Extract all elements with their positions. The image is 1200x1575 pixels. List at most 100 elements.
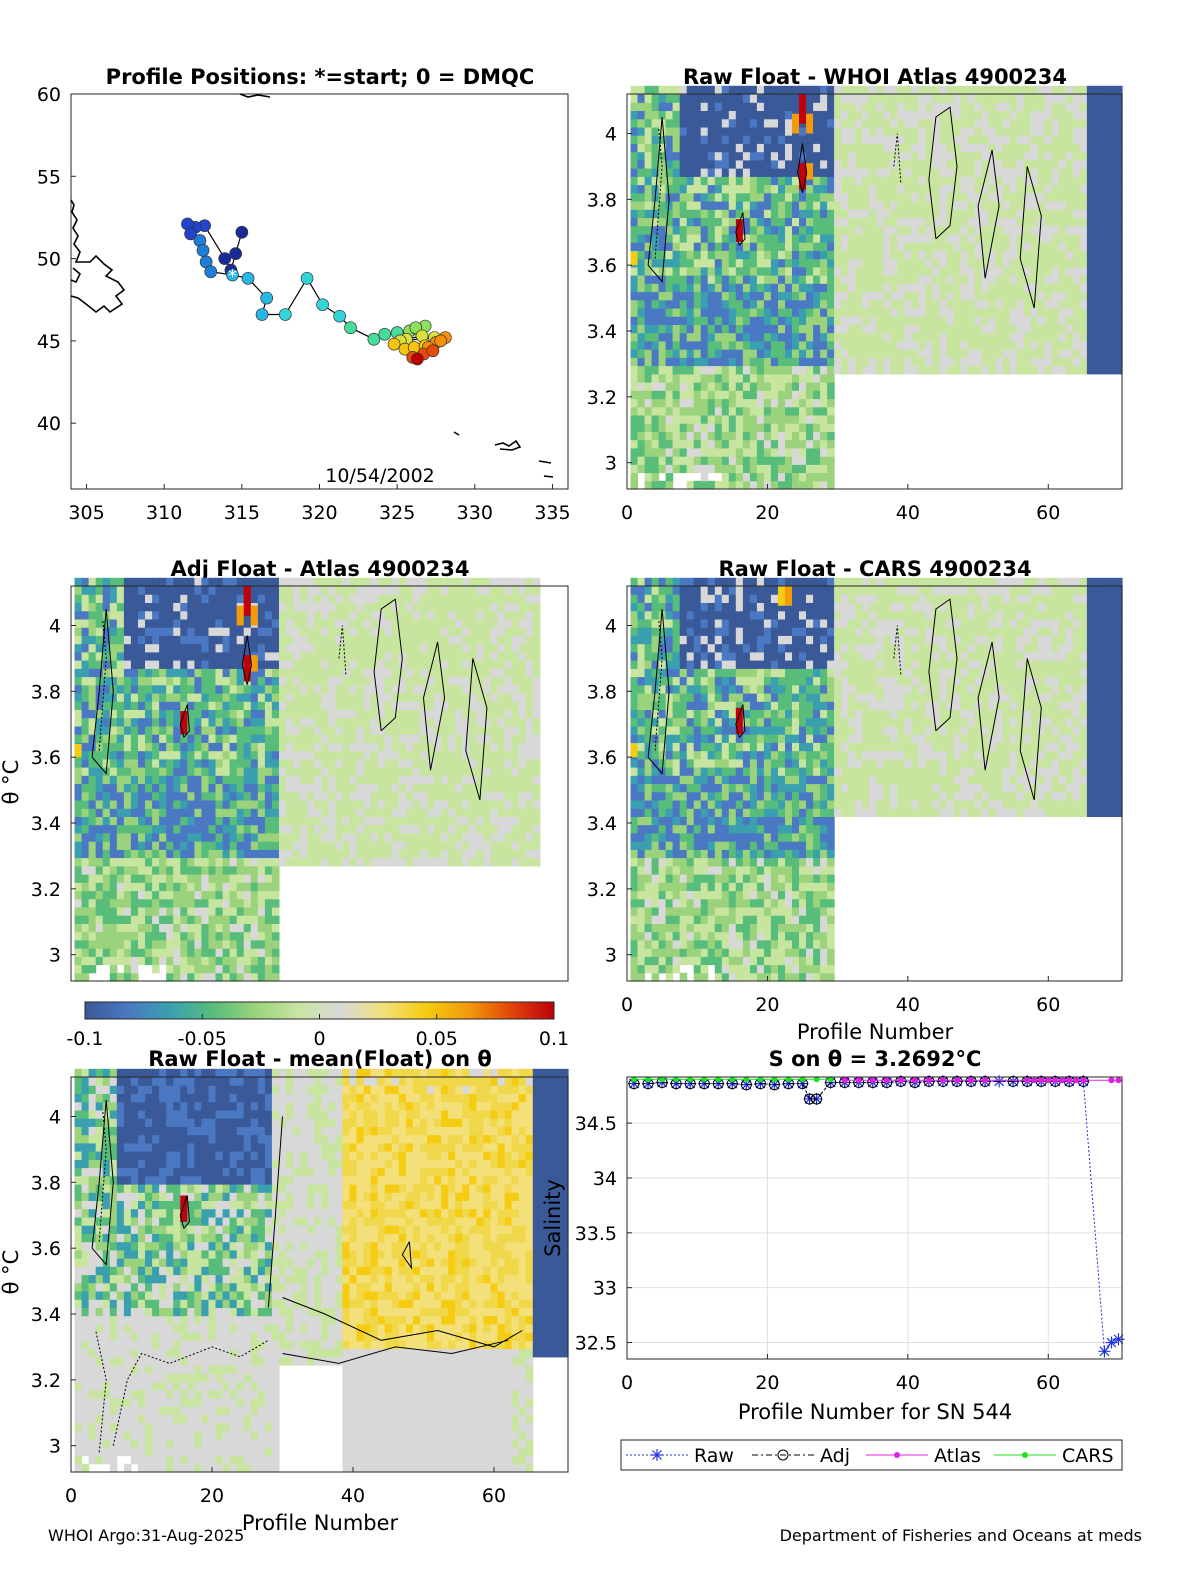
heatmap-cell bbox=[862, 266, 870, 276]
heatmap-cell bbox=[222, 783, 231, 793]
heatmap-cell bbox=[257, 791, 266, 801]
heatmap-cell bbox=[81, 775, 90, 785]
heatmap-cell bbox=[307, 816, 315, 826]
heatmap-cell bbox=[960, 283, 969, 293]
heatmap-cell bbox=[229, 660, 238, 669]
heatmap-cell bbox=[1037, 266, 1046, 276]
heatmap-cell bbox=[1079, 291, 1088, 301]
heatmap-cell bbox=[995, 233, 1004, 243]
heatmap-cell bbox=[370, 602, 379, 612]
heatmap-cell bbox=[342, 841, 350, 850]
heatmap-cell bbox=[95, 791, 104, 801]
heatmap-cell bbox=[714, 159, 723, 169]
heatmap-cell bbox=[250, 972, 259, 982]
heatmap-cell bbox=[102, 923, 111, 933]
heatmap-cell bbox=[939, 258, 947, 268]
heatmap-cell bbox=[820, 94, 828, 103]
heatmap-cell bbox=[1044, 201, 1053, 210]
heatmap-cell bbox=[953, 225, 962, 235]
heatmap-cell bbox=[862, 349, 870, 358]
track-point bbox=[196, 244, 210, 257]
heatmap-cell bbox=[763, 176, 772, 186]
heatmap-cell bbox=[735, 299, 744, 309]
heatmap-cell bbox=[257, 849, 266, 859]
heatmap-cell bbox=[229, 882, 238, 892]
heatmap-cell bbox=[693, 168, 702, 177]
heatmap-cell bbox=[820, 135, 828, 144]
heatmap-cell bbox=[869, 233, 877, 243]
heatmap-cell bbox=[229, 577, 238, 587]
heatmap-cell bbox=[876, 291, 884, 301]
heatmap-cell bbox=[279, 643, 287, 653]
heatmap-cell bbox=[1044, 316, 1053, 325]
heatmap-cell bbox=[714, 250, 723, 260]
heatmap-cell bbox=[1093, 258, 1102, 268]
heatmap-cell bbox=[1030, 233, 1039, 243]
heatmap-cell bbox=[293, 693, 301, 702]
heatmap-cell bbox=[145, 594, 153, 603]
heatmap-cell bbox=[377, 849, 386, 859]
heatmap-cell bbox=[679, 357, 688, 367]
heatmap-cell bbox=[123, 775, 132, 785]
heatmap-cell bbox=[95, 841, 104, 850]
heatmap-cell bbox=[855, 184, 863, 194]
heatmap-cell bbox=[123, 668, 132, 678]
heatmap-cell bbox=[644, 332, 653, 342]
heatmap-cell bbox=[700, 110, 709, 120]
heatmap-cell bbox=[81, 939, 90, 949]
contour-line bbox=[977, 149, 1000, 279]
heatmap-cell bbox=[138, 775, 146, 785]
x-tick-label: 60 bbox=[1036, 502, 1060, 524]
heatmap-cell bbox=[264, 824, 273, 834]
heatmap-cell bbox=[187, 849, 195, 859]
heatmap-cell bbox=[728, 382, 737, 391]
heatmap-cell bbox=[342, 684, 350, 694]
heatmap-cell bbox=[109, 865, 118, 875]
heatmap-cell bbox=[74, 906, 83, 916]
heatmap-cell bbox=[314, 701, 322, 710]
heatmap-cell bbox=[778, 398, 786, 408]
heatmap-cell bbox=[229, 808, 238, 817]
heatmap-cell bbox=[194, 684, 202, 694]
heatmap-cell bbox=[328, 643, 336, 653]
heatmap-cell bbox=[123, 832, 132, 842]
heatmap-cell bbox=[693, 390, 702, 400]
heatmap-cell bbox=[81, 643, 90, 653]
heatmap-cell bbox=[180, 775, 188, 785]
heatmap-cell bbox=[236, 898, 245, 908]
heatmap-cell bbox=[686, 324, 695, 334]
heatmap-cell bbox=[707, 456, 716, 465]
heatmap-cell bbox=[988, 217, 997, 227]
heatmap-cell bbox=[1100, 299, 1109, 309]
heatmap-cell bbox=[728, 414, 737, 424]
heatmap-cell bbox=[81, 841, 90, 850]
heatmap-cell bbox=[918, 258, 926, 268]
heatmap-cell bbox=[1065, 365, 1074, 375]
heatmap-cell bbox=[81, 717, 90, 727]
heatmap-cell bbox=[820, 324, 828, 334]
heatmap-cell bbox=[236, 800, 245, 809]
heatmap-cell bbox=[74, 964, 83, 974]
heatmap-cell bbox=[813, 332, 821, 342]
heatmap-cell bbox=[138, 923, 146, 933]
heatmap-cell bbox=[749, 85, 758, 95]
heatmap-cell bbox=[770, 168, 779, 177]
heatmap-cell bbox=[785, 373, 793, 383]
heatmap-cell bbox=[159, 610, 167, 620]
heatmap-cell bbox=[95, 577, 104, 587]
heatmap-cell bbox=[778, 151, 786, 161]
heatmap-cell bbox=[286, 775, 294, 785]
heatmap-cell bbox=[1115, 168, 1123, 177]
heatmap-cell bbox=[770, 250, 779, 260]
heatmap-cell bbox=[293, 660, 301, 669]
heatmap-cell bbox=[897, 308, 905, 317]
heatmap-cell bbox=[307, 791, 315, 801]
heatmap-cell bbox=[911, 299, 919, 309]
heatmap-cell bbox=[88, 956, 97, 966]
heatmap-cell bbox=[300, 693, 308, 702]
heatmap-cell bbox=[869, 118, 877, 128]
heatmap-cell bbox=[946, 159, 955, 169]
heatmap-cell bbox=[763, 258, 772, 268]
heatmap-cell bbox=[398, 734, 407, 743]
heatmap-cell bbox=[890, 250, 898, 260]
